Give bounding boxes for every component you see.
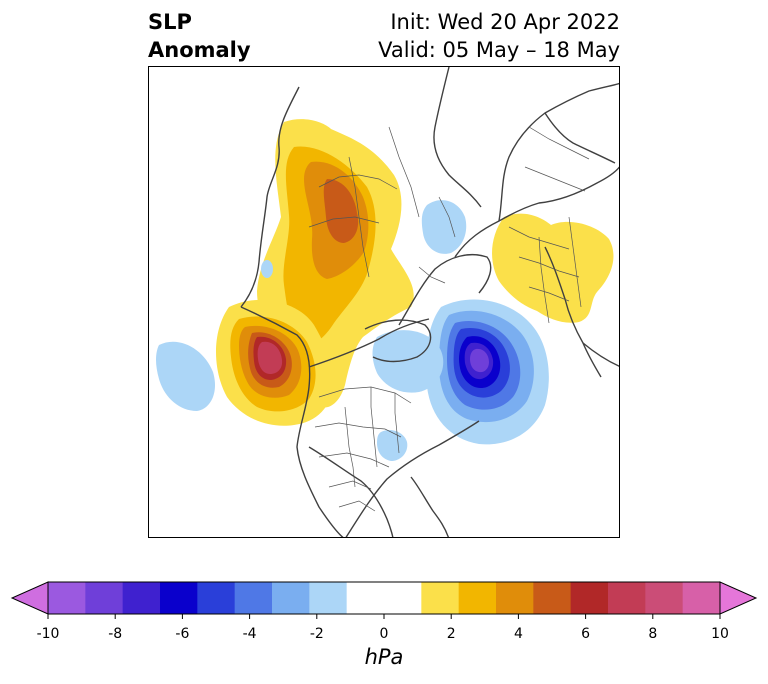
colorbar-cell (160, 582, 198, 614)
map-dates: Init: Wed 20 Apr 2022 Valid: 05 May – 18… (378, 8, 620, 64)
alaska-small-low (261, 260, 273, 278)
colorbar-cell (197, 582, 236, 614)
north-atlantic-low (425, 299, 549, 445)
coastlines (240, 67, 619, 537)
colorbar-cells (48, 582, 721, 614)
colorbar-cell (682, 582, 721, 614)
colorbar-tick-label: -2 (310, 626, 324, 642)
init-date: Init: Wed 20 Apr 2022 (390, 10, 620, 34)
colorbar: -10 -8 -6 -4 -2 0 2 4 6 8 10 (10, 581, 758, 642)
colorbar-cell (85, 582, 124, 614)
colorbar-cell (570, 582, 609, 614)
colorbar-tick-label: -4 (243, 626, 257, 642)
colorbar-tick-label: -6 (175, 626, 189, 642)
pacific-low (156, 341, 216, 411)
colorbar-tick-label: -10 (37, 626, 60, 642)
colorbar-cell (384, 582, 422, 614)
map-title: SLP Anomaly (148, 8, 251, 64)
great-lakes-low (377, 430, 408, 461)
colorbar-tick-label: 8 (648, 626, 657, 642)
colorbar-cell (458, 582, 497, 614)
colorbar-unit-label: hPa (364, 645, 404, 669)
colorbar-cell (421, 582, 460, 614)
map-panel (148, 66, 620, 538)
colorbar-over-triangle (719, 581, 758, 615)
colorbar-ticks: -10 -8 -6 -4 -2 0 2 4 6 8 10 (37, 614, 729, 642)
colorbar-under-triangle (10, 581, 49, 615)
colorbar-cell (48, 582, 86, 614)
hudson-bay-low (372, 330, 444, 393)
colorbar-tick-label: 6 (581, 626, 590, 642)
colorbar-cell (346, 582, 385, 614)
colorbar-cell (309, 582, 348, 614)
title-variable: SLP (148, 10, 192, 34)
colorbar-cell (234, 582, 273, 614)
valid-range: Valid: 05 May – 18 May (378, 38, 620, 62)
colorbar-cell (272, 582, 310, 614)
colorbar-cell (645, 582, 684, 614)
gulf-of-alaska-high (216, 299, 334, 426)
title-kind: Anomaly (148, 38, 251, 62)
colorbar-cell (533, 582, 572, 614)
colorbar-tick-label: 0 (380, 626, 389, 642)
colorbar-tick-label: 4 (514, 626, 523, 642)
colorbar-cell (122, 582, 161, 614)
political-borders (308, 126, 590, 512)
colorbar-cell (496, 582, 534, 614)
colorbar-cell (608, 582, 646, 614)
colorbar-tick-label: 2 (447, 626, 456, 642)
colorbar-tick-label: 10 (711, 626, 729, 642)
barents-sea-low (421, 200, 467, 254)
colorbar-tick-label: -8 (108, 626, 122, 642)
slp-anomaly-map (156, 67, 619, 537)
